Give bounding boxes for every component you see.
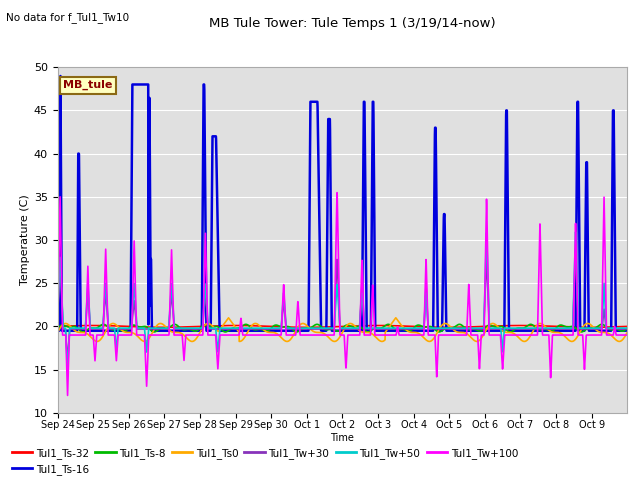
Tul1_Tw+100	[333, 190, 341, 195]
Tul1_Ts0	[618, 338, 625, 344]
Tul1_Tw+100	[537, 243, 545, 249]
Tul1_Tw+100	[64, 393, 72, 398]
Text: MB_tule: MB_tule	[63, 80, 113, 90]
Tul1_Ts-16	[56, 73, 64, 79]
Tul1_Ts-32	[90, 323, 97, 328]
Tul1_Ts-8	[537, 327, 545, 333]
Tul1_Ts-8	[502, 327, 510, 333]
Tul1_Ts-8	[385, 322, 392, 327]
Tul1_Ts-8	[623, 325, 631, 331]
Tul1_Ts-16	[171, 328, 179, 334]
Tul1_Tw+30	[618, 326, 625, 332]
Tul1_Tw+30	[502, 326, 510, 332]
Tul1_Ts-8	[54, 325, 61, 331]
Line: Tul1_Tw+100: Tul1_Tw+100	[58, 192, 627, 396]
Tul1_Tw+30	[416, 326, 424, 332]
Tul1_Tw+100	[502, 332, 510, 338]
Tul1_Ts-32	[466, 324, 474, 330]
Line: Tul1_Ts-16: Tul1_Ts-16	[58, 76, 627, 331]
Tul1_Ts0	[623, 330, 631, 336]
Tul1_Tw+50	[171, 325, 179, 331]
Tul1_Tw+50	[502, 325, 510, 331]
Tul1_Tw+30	[623, 326, 631, 332]
Tul1_Ts0	[170, 329, 178, 335]
Tul1_Ts-32	[588, 324, 595, 330]
Tul1_Tw+30	[171, 326, 179, 332]
Y-axis label: Temperature (C): Temperature (C)	[20, 194, 29, 286]
Tul1_Ts0	[568, 338, 575, 344]
Tul1_Tw+100	[466, 310, 474, 315]
Text: MB Tule Tower: Tule Temps 1 (3/19/14-now): MB Tule Tower: Tule Temps 1 (3/19/14-now…	[209, 17, 495, 30]
Tul1_Ts0	[502, 329, 510, 335]
Tul1_Ts0	[416, 331, 424, 337]
Tul1_Tw+30	[466, 326, 474, 332]
Tul1_Tw+100	[54, 332, 61, 338]
Tul1_Tw+30	[54, 312, 61, 318]
Line: Tul1_Tw+50: Tul1_Tw+50	[58, 232, 627, 370]
Tul1_Ts-32	[171, 324, 179, 330]
Line: Tul1_Tw+30: Tul1_Tw+30	[58, 249, 627, 361]
Tul1_Ts-16	[416, 328, 424, 334]
Tul1_Tw+50	[536, 325, 544, 331]
Tul1_Ts-8	[292, 329, 300, 335]
Tul1_Ts-16	[623, 328, 631, 334]
Tul1_Tw+50	[64, 367, 72, 372]
Tul1_Ts-16	[617, 328, 625, 334]
Tul1_Ts-16	[466, 328, 474, 334]
Tul1_Tw+100	[171, 332, 179, 338]
Text: No data for f_Tul1_Tw10: No data for f_Tul1_Tw10	[6, 12, 129, 23]
Tul1_Ts-8	[618, 328, 625, 334]
Tul1_Tw+50	[466, 325, 474, 331]
Tul1_Ts-32	[618, 324, 625, 329]
Tul1_Tw+100	[416, 332, 424, 338]
Tul1_Ts-16	[54, 328, 61, 334]
Legend: Tul1_Ts-32, Tul1_Ts-16, Tul1_Ts-8, Tul1_Ts0, Tul1_Tw+30, Tul1_Tw+50, Tul1_Tw+100: Tul1_Ts-32, Tul1_Ts-16, Tul1_Ts-8, Tul1_…	[12, 448, 518, 475]
Tul1_Ts-16	[536, 328, 544, 334]
Tul1_Ts-16	[502, 112, 510, 118]
Tul1_Ts0	[54, 330, 61, 336]
Line: Tul1_Ts-8: Tul1_Ts-8	[58, 324, 627, 332]
Tul1_Tw+100	[618, 332, 625, 338]
Tul1_Tw+30	[536, 326, 544, 332]
Tul1_Ts0	[536, 321, 544, 326]
Tul1_Ts-32	[536, 323, 544, 329]
X-axis label: Time: Time	[330, 433, 355, 443]
Tul1_Ts-8	[466, 327, 474, 333]
Tul1_Tw+100	[623, 332, 631, 338]
Line: Tul1_Ts0: Tul1_Ts0	[58, 318, 627, 341]
Tul1_Ts-32	[54, 324, 61, 329]
Tul1_Ts-32	[416, 324, 424, 329]
Tul1_Ts-8	[416, 323, 424, 328]
Tul1_Tw+50	[572, 229, 579, 235]
Tul1_Tw+30	[572, 246, 579, 252]
Tul1_Ts-8	[170, 322, 178, 327]
Tul1_Ts0	[466, 333, 474, 339]
Tul1_Ts0	[225, 315, 232, 321]
Tul1_Ts-32	[502, 323, 510, 329]
Tul1_Tw+50	[416, 325, 424, 331]
Line: Tul1_Ts-32: Tul1_Ts-32	[58, 325, 627, 327]
Tul1_Tw+50	[623, 325, 631, 331]
Tul1_Ts-32	[623, 324, 631, 329]
Tul1_Tw+50	[618, 325, 625, 331]
Tul1_Tw+30	[64, 358, 72, 364]
Tul1_Tw+50	[54, 310, 61, 315]
